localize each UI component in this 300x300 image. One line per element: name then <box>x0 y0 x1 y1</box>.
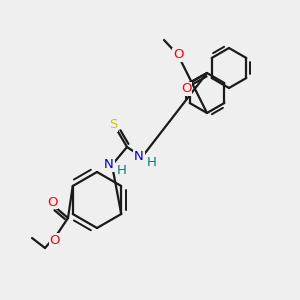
Text: H: H <box>147 155 157 169</box>
Text: S: S <box>109 118 117 131</box>
Text: O: O <box>181 82 191 95</box>
Text: O: O <box>50 233 60 247</box>
Text: O: O <box>173 49 183 62</box>
Text: N: N <box>134 151 144 164</box>
Text: O: O <box>47 196 57 208</box>
Text: H: H <box>117 164 127 176</box>
Text: N: N <box>104 158 114 172</box>
